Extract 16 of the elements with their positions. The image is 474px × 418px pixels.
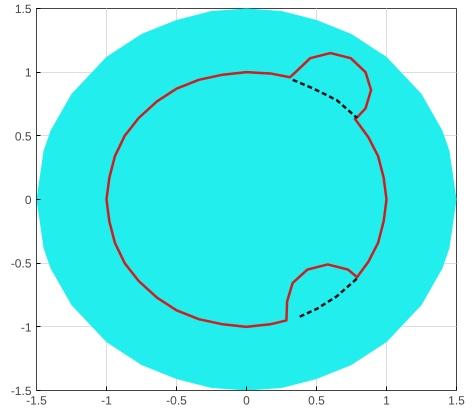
y-tick-label: 1 xyxy=(24,66,32,80)
y-tick-label: -1 xyxy=(20,320,32,334)
x-tick-label: 0.5 xyxy=(308,394,326,408)
line-series xyxy=(105,52,388,328)
x-tick-label: 1.5 xyxy=(448,394,466,408)
line-series xyxy=(291,78,358,120)
y-tick-label: 1.5 xyxy=(14,2,32,16)
x-tick-label: -0.5 xyxy=(166,394,188,408)
line-series xyxy=(298,277,358,318)
x-tick-label: 0 xyxy=(243,394,250,408)
x-tick-label: 1 xyxy=(383,394,390,408)
y-tick-label: -0.5 xyxy=(10,256,32,271)
y-tick-label: 0 xyxy=(24,193,32,207)
x-tick-label: -1 xyxy=(101,394,112,408)
y-tick-label: 0.5 xyxy=(14,129,32,144)
y-tick-label: -1.5 xyxy=(10,384,32,398)
